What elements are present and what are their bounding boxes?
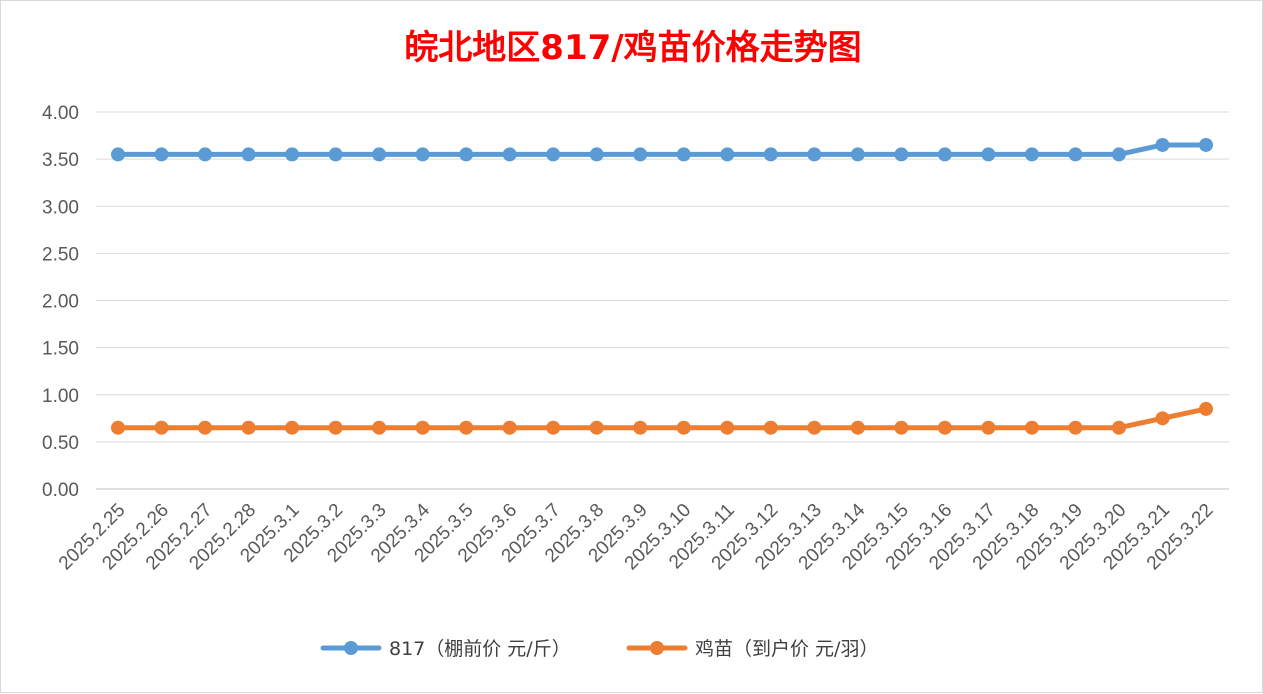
data-point bbox=[1199, 401, 1213, 416]
y-axis: 0.00 0.50 1.00 1.50 2.00 2.50 3.00 3.50 4.00 bbox=[42, 103, 79, 501]
series-line bbox=[115, 406, 1209, 431]
data-point bbox=[459, 420, 474, 435]
data-point bbox=[676, 420, 691, 435]
data-point bbox=[285, 147, 300, 162]
data-point bbox=[807, 420, 822, 435]
data-point bbox=[415, 420, 430, 435]
data-point bbox=[459, 147, 474, 162]
data-point bbox=[1068, 420, 1083, 435]
data-point bbox=[1111, 147, 1126, 162]
data-point bbox=[241, 147, 256, 162]
legend-swatch-marker bbox=[650, 641, 664, 655]
data-point bbox=[415, 147, 430, 162]
series-1 bbox=[111, 137, 1213, 162]
data-point bbox=[589, 420, 604, 435]
legend-label: 鸡苗（到户价 元/羽） bbox=[695, 638, 878, 660]
data-point bbox=[154, 420, 169, 435]
data-point bbox=[154, 147, 169, 162]
data-point bbox=[763, 420, 778, 435]
chart-title: 皖北地区817/鸡苗价格走势图 bbox=[404, 28, 861, 68]
data-point bbox=[676, 147, 691, 162]
gridlines bbox=[96, 111, 1229, 490]
legend-label: 817（棚前价 元/斤） bbox=[389, 638, 571, 660]
data-point bbox=[981, 420, 996, 435]
data-point bbox=[937, 147, 952, 162]
legend-item: 817（棚前价 元/斤） bbox=[320, 638, 571, 660]
legend: 817（棚前价 元/斤） 鸡苗（到户价 元/羽） bbox=[320, 638, 878, 660]
data-point bbox=[937, 420, 952, 435]
series-2 bbox=[111, 401, 1213, 435]
data-point bbox=[198, 147, 213, 162]
data-point bbox=[1199, 137, 1213, 152]
x-axis: 2025.2.252025.2.262025.2.272025.2.282025… bbox=[55, 499, 1218, 574]
data-point bbox=[633, 420, 648, 435]
series-line bbox=[115, 142, 1209, 157]
data-point bbox=[372, 420, 387, 435]
y-tick-label: 3.00 bbox=[42, 197, 79, 218]
y-tick-label: 2.50 bbox=[42, 244, 79, 265]
data-point bbox=[720, 420, 735, 435]
legend-swatch-marker bbox=[344, 641, 358, 655]
series-layer bbox=[111, 137, 1213, 435]
data-point bbox=[1155, 137, 1170, 152]
y-tick-label: 4.00 bbox=[42, 103, 79, 124]
y-tick-label: 0.50 bbox=[42, 433, 79, 454]
data-point bbox=[720, 147, 735, 162]
data-point bbox=[328, 420, 343, 435]
data-point bbox=[850, 420, 865, 435]
data-point bbox=[589, 147, 604, 162]
data-point bbox=[1111, 420, 1126, 435]
legend-item: 鸡苗（到户价 元/羽） bbox=[626, 638, 878, 660]
y-tick-label: 2.00 bbox=[42, 292, 79, 313]
y-tick-label: 3.50 bbox=[42, 150, 79, 171]
data-point bbox=[894, 147, 909, 162]
data-point bbox=[502, 420, 517, 435]
data-point bbox=[850, 147, 865, 162]
data-point bbox=[981, 147, 996, 162]
y-tick-label: 1.00 bbox=[42, 386, 79, 407]
y-tick-label: 0.00 bbox=[42, 480, 79, 501]
data-point bbox=[1155, 411, 1170, 426]
data-point bbox=[111, 147, 125, 162]
data-point bbox=[111, 420, 125, 435]
data-point bbox=[328, 147, 343, 162]
data-point bbox=[372, 147, 387, 162]
data-point bbox=[763, 147, 778, 162]
data-point bbox=[546, 147, 561, 162]
data-point bbox=[502, 147, 517, 162]
data-point bbox=[285, 420, 300, 435]
y-tick-label: 1.50 bbox=[42, 339, 79, 360]
data-point bbox=[1024, 420, 1039, 435]
data-point bbox=[546, 420, 561, 435]
data-point bbox=[1024, 147, 1039, 162]
data-point bbox=[894, 420, 909, 435]
data-point bbox=[198, 420, 213, 435]
data-point bbox=[1068, 147, 1083, 162]
data-point bbox=[807, 147, 822, 162]
data-point bbox=[241, 420, 256, 435]
data-point bbox=[633, 147, 648, 162]
